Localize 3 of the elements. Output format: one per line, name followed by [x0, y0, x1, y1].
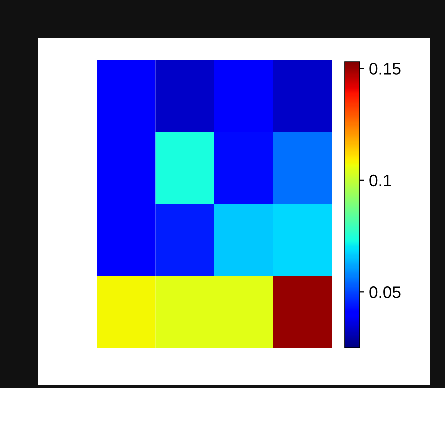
color-bar-label: 0.1	[370, 174, 392, 187]
color-bar-label: 0.15	[370, 63, 401, 75]
color-bar-label: 0.05	[370, 286, 401, 298]
